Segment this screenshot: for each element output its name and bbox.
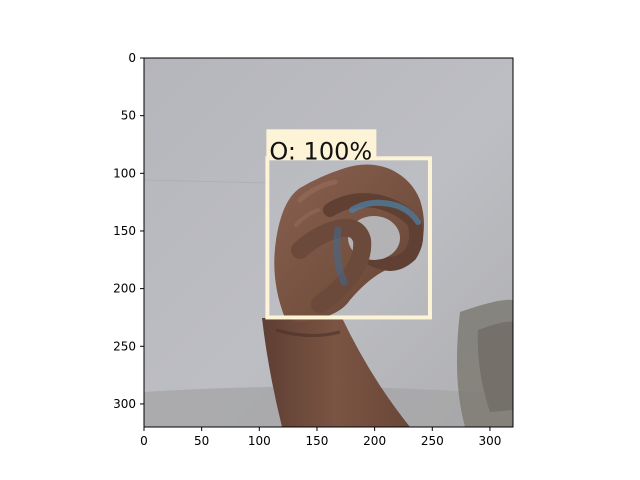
x-tick-label: 200 [363,434,386,448]
x-tick-label: 100 [248,434,271,448]
x-tick-label: 50 [194,434,209,448]
detection-overlay: O: 100% [265,129,432,320]
axes-frame [143,57,514,428]
y-tick-label: 150 [113,224,136,238]
y-tick-label: 0 [128,51,136,65]
x-tick-label: 0 [140,434,148,448]
y-axis: 0 50 100 150 200 250 300 [113,51,144,411]
x-tick-label: 150 [306,434,329,448]
label-background [266,129,377,160]
y-tick-label: 200 [113,282,136,296]
x-tick-label: 250 [421,434,444,448]
y-tick-label: 250 [113,339,136,353]
y-tick-label: 50 [121,109,136,123]
x-tick-label: 300 [478,434,501,448]
x-axis: 0 50 100 150 200 250 300 [140,427,501,448]
hand-photo [144,58,513,427]
y-tick-label: 100 [113,166,136,180]
detection-label: O: 100% [269,137,372,165]
y-tick-label: 300 [113,397,136,411]
